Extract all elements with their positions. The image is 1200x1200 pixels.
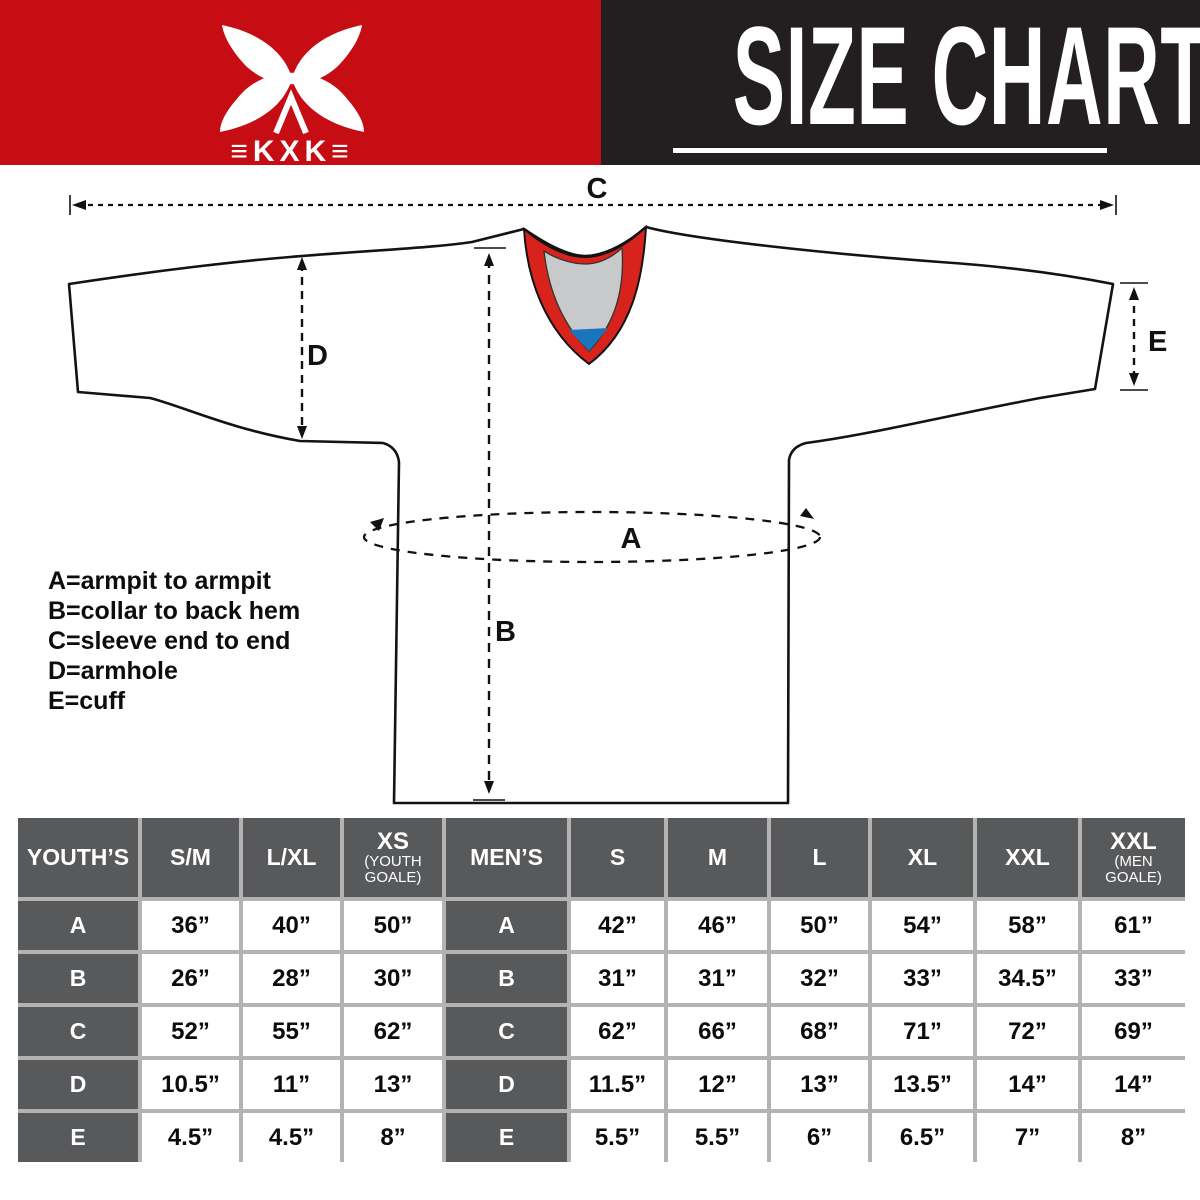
youth-value: 10.5” [142, 1060, 239, 1109]
youth-goalie-header: XS (YOUTH GOALE) [344, 818, 442, 897]
men-value: 62” [571, 1007, 664, 1056]
men-value: 34.5” [977, 954, 1078, 1003]
men-row-label: B [446, 954, 567, 1003]
men-value: 6” [771, 1113, 868, 1162]
dim-d-arrow [297, 257, 307, 439]
men-value: 54” [872, 901, 973, 950]
banner-black-panel: SIZE CHART [601, 0, 1200, 165]
youth-value: 13” [344, 1060, 442, 1109]
men-value: 13.5” [872, 1060, 973, 1109]
youth-col-header: S/M [142, 818, 239, 897]
jersey-outline [67, 225, 1115, 805]
size-table: YOUTH’S S/M L/XL XS (YOUTH GOALE) MEN’S … [18, 818, 1185, 1162]
youth-value: 30” [344, 954, 442, 1003]
kxk-logo-icon: ≡KXK≡ [220, 25, 364, 165]
youth-value: 11” [243, 1060, 340, 1109]
men-col-header: XL [872, 818, 973, 897]
men-value: 13” [771, 1060, 868, 1109]
measurement-legend: A=armpit to armpit B=collar to back hem … [48, 566, 300, 716]
youth-row-label: E [18, 1113, 138, 1162]
collar-inner [543, 246, 624, 352]
youth-value: 52” [142, 1007, 239, 1056]
men-value: 8” [1082, 1113, 1185, 1162]
youth-goalie-note: (YOUTH GOALE) [364, 852, 422, 886]
men-row-label: C [446, 1007, 567, 1056]
men-row-label: E [446, 1113, 567, 1162]
men-value: 33” [872, 954, 973, 1003]
men-value: 46” [668, 901, 767, 950]
men-value: 66” [668, 1007, 767, 1056]
men-col-header: S [571, 818, 664, 897]
men-value: 5.5” [571, 1113, 664, 1162]
youth-value: 26” [142, 954, 239, 1003]
dim-label-d: D [307, 340, 328, 372]
title-underline [673, 148, 1107, 153]
youth-col-header: L/XL [243, 818, 340, 897]
legend-line-a: A=armpit to armpit [48, 567, 271, 595]
men-value: 61” [1082, 901, 1185, 950]
men-value: 69” [1082, 1007, 1185, 1056]
men-value: 7” [977, 1113, 1078, 1162]
men-value: 14” [1082, 1060, 1185, 1109]
youth-value: 62” [344, 1007, 442, 1056]
men-value: 71” [872, 1007, 973, 1056]
dim-label-b: B [495, 616, 516, 648]
dim-c-arrow [69, 195, 1117, 215]
men-value: 42” [571, 901, 664, 950]
men-value: 31” [668, 954, 767, 1003]
youth-group-header: YOUTH’S [18, 818, 138, 897]
men-value: 11.5” [571, 1060, 664, 1109]
youth-row-label: A [18, 901, 138, 950]
youth-row-label: B [18, 954, 138, 1003]
dim-a-ellipse [362, 508, 822, 564]
men-value: 58” [977, 901, 1078, 950]
legend-line-b: B=collar to back hem [48, 597, 301, 625]
men-value: 14” [977, 1060, 1078, 1109]
jersey-diagram: C D B A [67, 173, 1167, 805]
men-value: 68” [771, 1007, 868, 1056]
youth-row-label: C [18, 1007, 138, 1056]
men-value: 72” [977, 1007, 1078, 1056]
men-goalie-note: (MEN GOALE) [1105, 852, 1162, 886]
youth-value: 55” [243, 1007, 340, 1056]
collar-blue-insert [569, 328, 608, 351]
men-col-header: M [668, 818, 767, 897]
legend-line-d: D=armhole [48, 657, 178, 685]
men-row-label: D [446, 1060, 567, 1109]
youth-value: 40” [243, 901, 340, 950]
men-col-header: XXL [977, 818, 1078, 897]
youth-row-label: D [18, 1060, 138, 1109]
dim-label-c: C [587, 173, 608, 205]
logo-brand-text: ≡KXK≡ [230, 135, 353, 165]
banner-red-panel: ≡KXK≡ [0, 0, 601, 165]
men-value: 50” [771, 901, 868, 950]
page-title: SIZE CHART [732, 0, 1200, 154]
youth-value: 50” [344, 901, 442, 950]
men-group-header: MEN’S [446, 818, 567, 897]
dim-e-arrow [1120, 282, 1148, 391]
men-goalie-header: XXL (MEN GOALE) [1082, 818, 1185, 897]
dim-label-e: E [1148, 326, 1167, 358]
youth-value: 4.5” [243, 1113, 340, 1162]
youth-value: 8” [344, 1113, 442, 1162]
men-goalie-size: XXL [1110, 827, 1157, 855]
men-value: 12” [668, 1060, 767, 1109]
youth-value: 28” [243, 954, 340, 1003]
legend-line-c: C=sleeve end to end [48, 627, 291, 655]
men-col-header: L [771, 818, 868, 897]
men-value: 33” [1082, 954, 1185, 1003]
men-value: 5.5” [668, 1113, 767, 1162]
dim-b-arrow [473, 247, 506, 801]
youth-value: 4.5” [142, 1113, 239, 1162]
youth-goalie-size: XS [376, 827, 409, 855]
men-value: 31” [571, 954, 664, 1003]
dim-label-a: A [621, 523, 642, 555]
men-value: 6.5” [872, 1113, 973, 1162]
men-value: 32” [771, 954, 868, 1003]
banner: ≡KXK≡ SIZE CHART [0, 0, 1200, 165]
youth-value: 36” [142, 901, 239, 950]
legend-line-e: E=cuff [48, 687, 126, 715]
men-row-label: A [446, 901, 567, 950]
